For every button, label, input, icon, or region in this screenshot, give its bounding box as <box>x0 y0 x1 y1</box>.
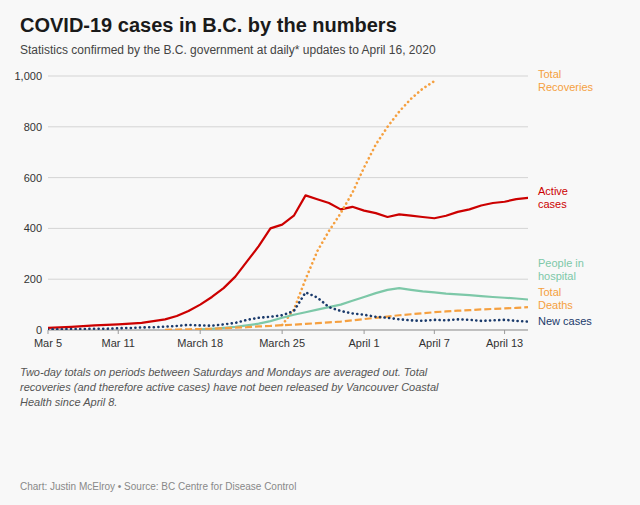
x-tick <box>504 330 505 334</box>
y-tick-label: 800 <box>24 121 42 133</box>
x-tick <box>48 330 49 334</box>
series-line <box>165 307 528 330</box>
x-tick-label: April 13 <box>486 337 523 349</box>
text-line: Total <box>538 286 561 298</box>
legend: New casesTotalDeathsPeople inhospitalAct… <box>538 68 594 327</box>
y-tick-label: 0 <box>36 324 42 336</box>
x-tick-label: Mar 11 <box>102 337 135 349</box>
x-tick <box>434 330 435 334</box>
series-line <box>48 292 528 329</box>
x-tick <box>118 330 119 334</box>
grid-line <box>48 177 528 178</box>
text-line: Total <box>538 68 561 80</box>
text-line: Two-day totals on periods between Saturd… <box>20 366 428 378</box>
source: Chart: Justin McElroy • Source: BC Centr… <box>20 481 296 492</box>
subtitle: Statistics confirmed by the B.C. governm… <box>20 43 436 57</box>
y-tick-label: 400 <box>24 222 42 234</box>
text-line: cases <box>538 198 567 210</box>
grid-line <box>48 228 528 229</box>
legend-label: TotalDeaths <box>538 286 573 311</box>
text-line: People in <box>538 257 584 269</box>
text-line: Deaths <box>538 299 573 311</box>
footnote: Two-day totals on periods between Saturd… <box>20 366 439 408</box>
y-tick-label: 1,000 <box>14 70 42 82</box>
series-line <box>282 81 434 325</box>
text-line: Recoveries <box>538 81 594 93</box>
text-line: recoveries (and therefore active cases) … <box>20 381 439 393</box>
grid-line <box>48 126 528 127</box>
text-line: Health since April 8. <box>20 396 117 408</box>
x-tick-label: Mar 5 <box>34 337 62 349</box>
series-line <box>48 195 528 328</box>
x-tick <box>364 330 365 334</box>
grid-line <box>48 279 528 280</box>
grid-line <box>48 330 528 331</box>
lines <box>48 81 528 330</box>
y-tick-label: 200 <box>24 273 42 285</box>
y-tick-label: 600 <box>24 172 42 184</box>
x-tick-label: April 1 <box>349 337 380 349</box>
grid-line <box>48 76 528 77</box>
x-tick <box>200 330 201 334</box>
annotations: Two-day totals on periods between Saturd… <box>20 366 439 492</box>
text-line: Active <box>538 185 568 197</box>
legend-label: TotalRecoveries <box>538 68 594 93</box>
text-line: Chart: Justin McElroy • Source: BC Centr… <box>20 481 296 492</box>
title: COVID-19 cases in B.C. by the numbers <box>20 14 397 36</box>
text-line: hospital <box>538 270 576 282</box>
legend-label: New cases <box>538 315 592 327</box>
axes: 0 200 400 600 800 1,000 Mar 5 Mar 11 March 18 Mar… <box>14 70 528 349</box>
x-tick-label: March 25 <box>259 337 305 349</box>
x-tick-label: April 7 <box>419 337 450 349</box>
legend-label: People inhospital <box>538 257 584 282</box>
x-tick <box>282 330 283 334</box>
chart: COVID-19 cases in B.C. by the numbers Sta… <box>0 0 640 505</box>
x-axis-line <box>48 330 528 331</box>
legend-label: Activecases <box>538 185 568 210</box>
text-line: New cases <box>538 315 592 327</box>
x-tick-label: March 18 <box>177 337 223 349</box>
